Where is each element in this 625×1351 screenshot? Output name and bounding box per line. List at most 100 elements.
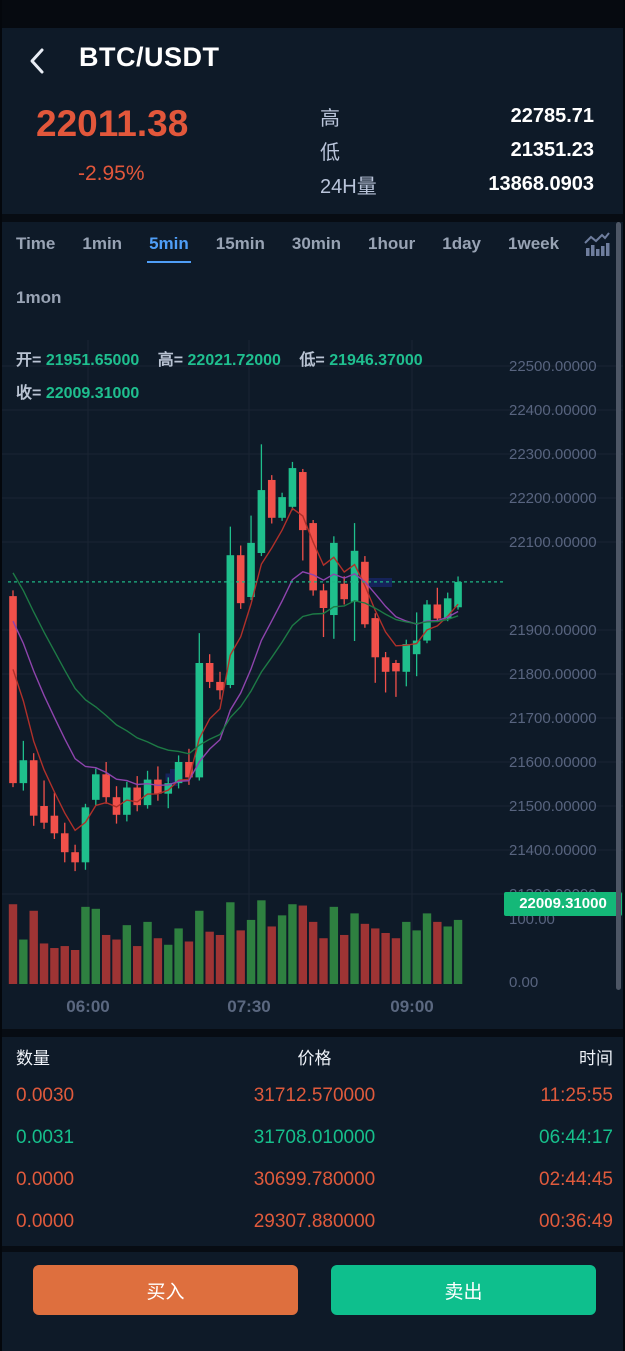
candle-body xyxy=(236,555,245,604)
open-label: 开= xyxy=(16,352,42,369)
candle-body xyxy=(216,681,224,691)
candle-body xyxy=(257,490,266,553)
sell-button[interactable]: 卖出 xyxy=(331,1265,596,1315)
candle-body xyxy=(40,806,48,823)
volume-bar xyxy=(226,902,235,984)
candle-body xyxy=(133,787,141,806)
tab-15min[interactable]: 15min xyxy=(215,234,265,253)
stat-low: 低 21351.23 xyxy=(320,133,594,167)
ohlc-legend-line-1: 开= 21951.65000 高= 22021.72000 低= 21946.3… xyxy=(16,346,437,370)
ma-mid-line xyxy=(12,571,459,787)
volume-bar xyxy=(143,921,152,984)
price-change: -2.95% xyxy=(78,162,145,185)
volume-bar xyxy=(371,928,380,984)
volume-bar xyxy=(277,915,287,984)
volume-bar xyxy=(236,930,245,984)
candle-body xyxy=(174,762,183,784)
trade-time: 00:36:49 xyxy=(539,1211,613,1232)
candle-body xyxy=(143,779,152,806)
tab-30min[interactable]: 30min xyxy=(291,234,342,253)
volume-bar xyxy=(122,925,132,984)
volume-bar xyxy=(205,931,214,984)
tab-1week[interactable]: 1week xyxy=(508,234,560,253)
high-label: 高= xyxy=(157,352,184,369)
y-axis-label: 22400.00000 xyxy=(509,402,597,419)
trade-price: 31708.010000 xyxy=(253,1127,376,1148)
volume-bar xyxy=(195,910,204,984)
scrollbar[interactable] xyxy=(616,222,621,990)
x-axis-label: 09:00 xyxy=(390,997,433,1016)
volume-bar xyxy=(340,934,349,984)
chart-stats-icon xyxy=(584,232,610,256)
high-value: 22021.72000 xyxy=(187,352,281,369)
volume-bar xyxy=(453,919,463,984)
y-axis-label: 21500.00000 xyxy=(509,798,597,815)
timeframe-tabs-row-1: Time 1min 5min 15min 30min 1hour 1day 1week xyxy=(16,234,559,263)
market-stats: 高 22785.71 低 21351.23 24H量 13868.0903 xyxy=(320,99,594,201)
candle-body xyxy=(381,657,390,672)
trade-qty: 0.0000 xyxy=(16,1169,75,1190)
y-axis-label: 22300.00000 xyxy=(509,446,597,463)
candle-body xyxy=(19,760,28,784)
ma-slow-line xyxy=(12,572,459,755)
volume-bar xyxy=(433,921,442,984)
trade-row: 0.0031 31708.010000 06:44:17 xyxy=(2,1117,623,1159)
volume-bar xyxy=(422,913,432,984)
volume-bar xyxy=(257,900,266,984)
candlestick-chart[interactable]: 22500.00000 22400.00000 22300.00000 22200.0… xyxy=(2,322,623,1022)
trades-rows: 0.0030 31712.570000 11:25:55 0.0031 31708.01… xyxy=(2,1075,623,1243)
trade-qty: 0.0030 xyxy=(16,1085,75,1106)
candle-body xyxy=(330,542,338,616)
y-axis-label: 21800.00000 xyxy=(509,666,597,683)
y-axis-label: 22500.00000 xyxy=(509,358,597,375)
current-price-tag: 22009.31000 xyxy=(504,891,622,916)
candle-body xyxy=(205,663,214,682)
tab-1mon[interactable]: 1mon xyxy=(16,288,62,307)
high-value: 22785.71 xyxy=(510,104,594,127)
tab-1min[interactable]: 1min xyxy=(82,234,123,253)
col-price: 价格 xyxy=(297,1048,332,1068)
volume-bar xyxy=(402,921,411,984)
y-axis-label: 21900.00000 xyxy=(509,622,597,639)
volume-bar xyxy=(50,948,59,984)
status-bar xyxy=(2,0,623,28)
trade-time: 06:44:17 xyxy=(539,1127,613,1148)
tab-time[interactable]: Time xyxy=(16,234,56,253)
candle-body xyxy=(92,774,100,800)
candle-body xyxy=(102,774,110,798)
y-axis-label: 21400.00000 xyxy=(509,842,597,859)
tab-1day[interactable]: 1day xyxy=(442,234,482,253)
low-label: 低= xyxy=(299,352,325,369)
stat-volume-24h: 24H量 13868.0903 xyxy=(320,167,594,201)
volume-bar xyxy=(153,938,163,984)
volume-bar xyxy=(112,939,121,984)
volume-bar xyxy=(329,906,339,984)
watermark-cross xyxy=(165,773,183,782)
volume-bar xyxy=(267,926,276,984)
volume-bar xyxy=(184,941,194,984)
tab-5min[interactable]: 5min xyxy=(147,234,191,263)
candle-body xyxy=(29,760,38,816)
y-axis-label: 21600.00000 xyxy=(509,754,597,771)
candle-body xyxy=(309,523,317,591)
volume-bar xyxy=(443,926,452,984)
volume-bar xyxy=(319,938,328,984)
volume-bar xyxy=(164,944,173,984)
tab-1hour[interactable]: 1hour xyxy=(368,234,416,253)
indicator-settings-button[interactable] xyxy=(583,232,611,258)
volume-bar xyxy=(29,910,38,984)
candle-body xyxy=(433,604,442,619)
volume-bar xyxy=(350,913,359,984)
trade-price: 31712.570000 xyxy=(253,1085,376,1106)
volume-24h-label: 24H量 xyxy=(320,175,377,198)
buy-button[interactable]: 买入 xyxy=(33,1265,298,1315)
volume-bar xyxy=(246,919,256,984)
back-button[interactable] xyxy=(26,46,48,76)
divider xyxy=(2,1246,623,1252)
candle-body xyxy=(361,561,369,625)
volume-bar xyxy=(381,933,390,984)
candle-body xyxy=(71,852,79,863)
volume-axis-label: 0.00 xyxy=(509,974,538,991)
volume-bar xyxy=(60,946,69,984)
candle-body xyxy=(350,550,359,602)
